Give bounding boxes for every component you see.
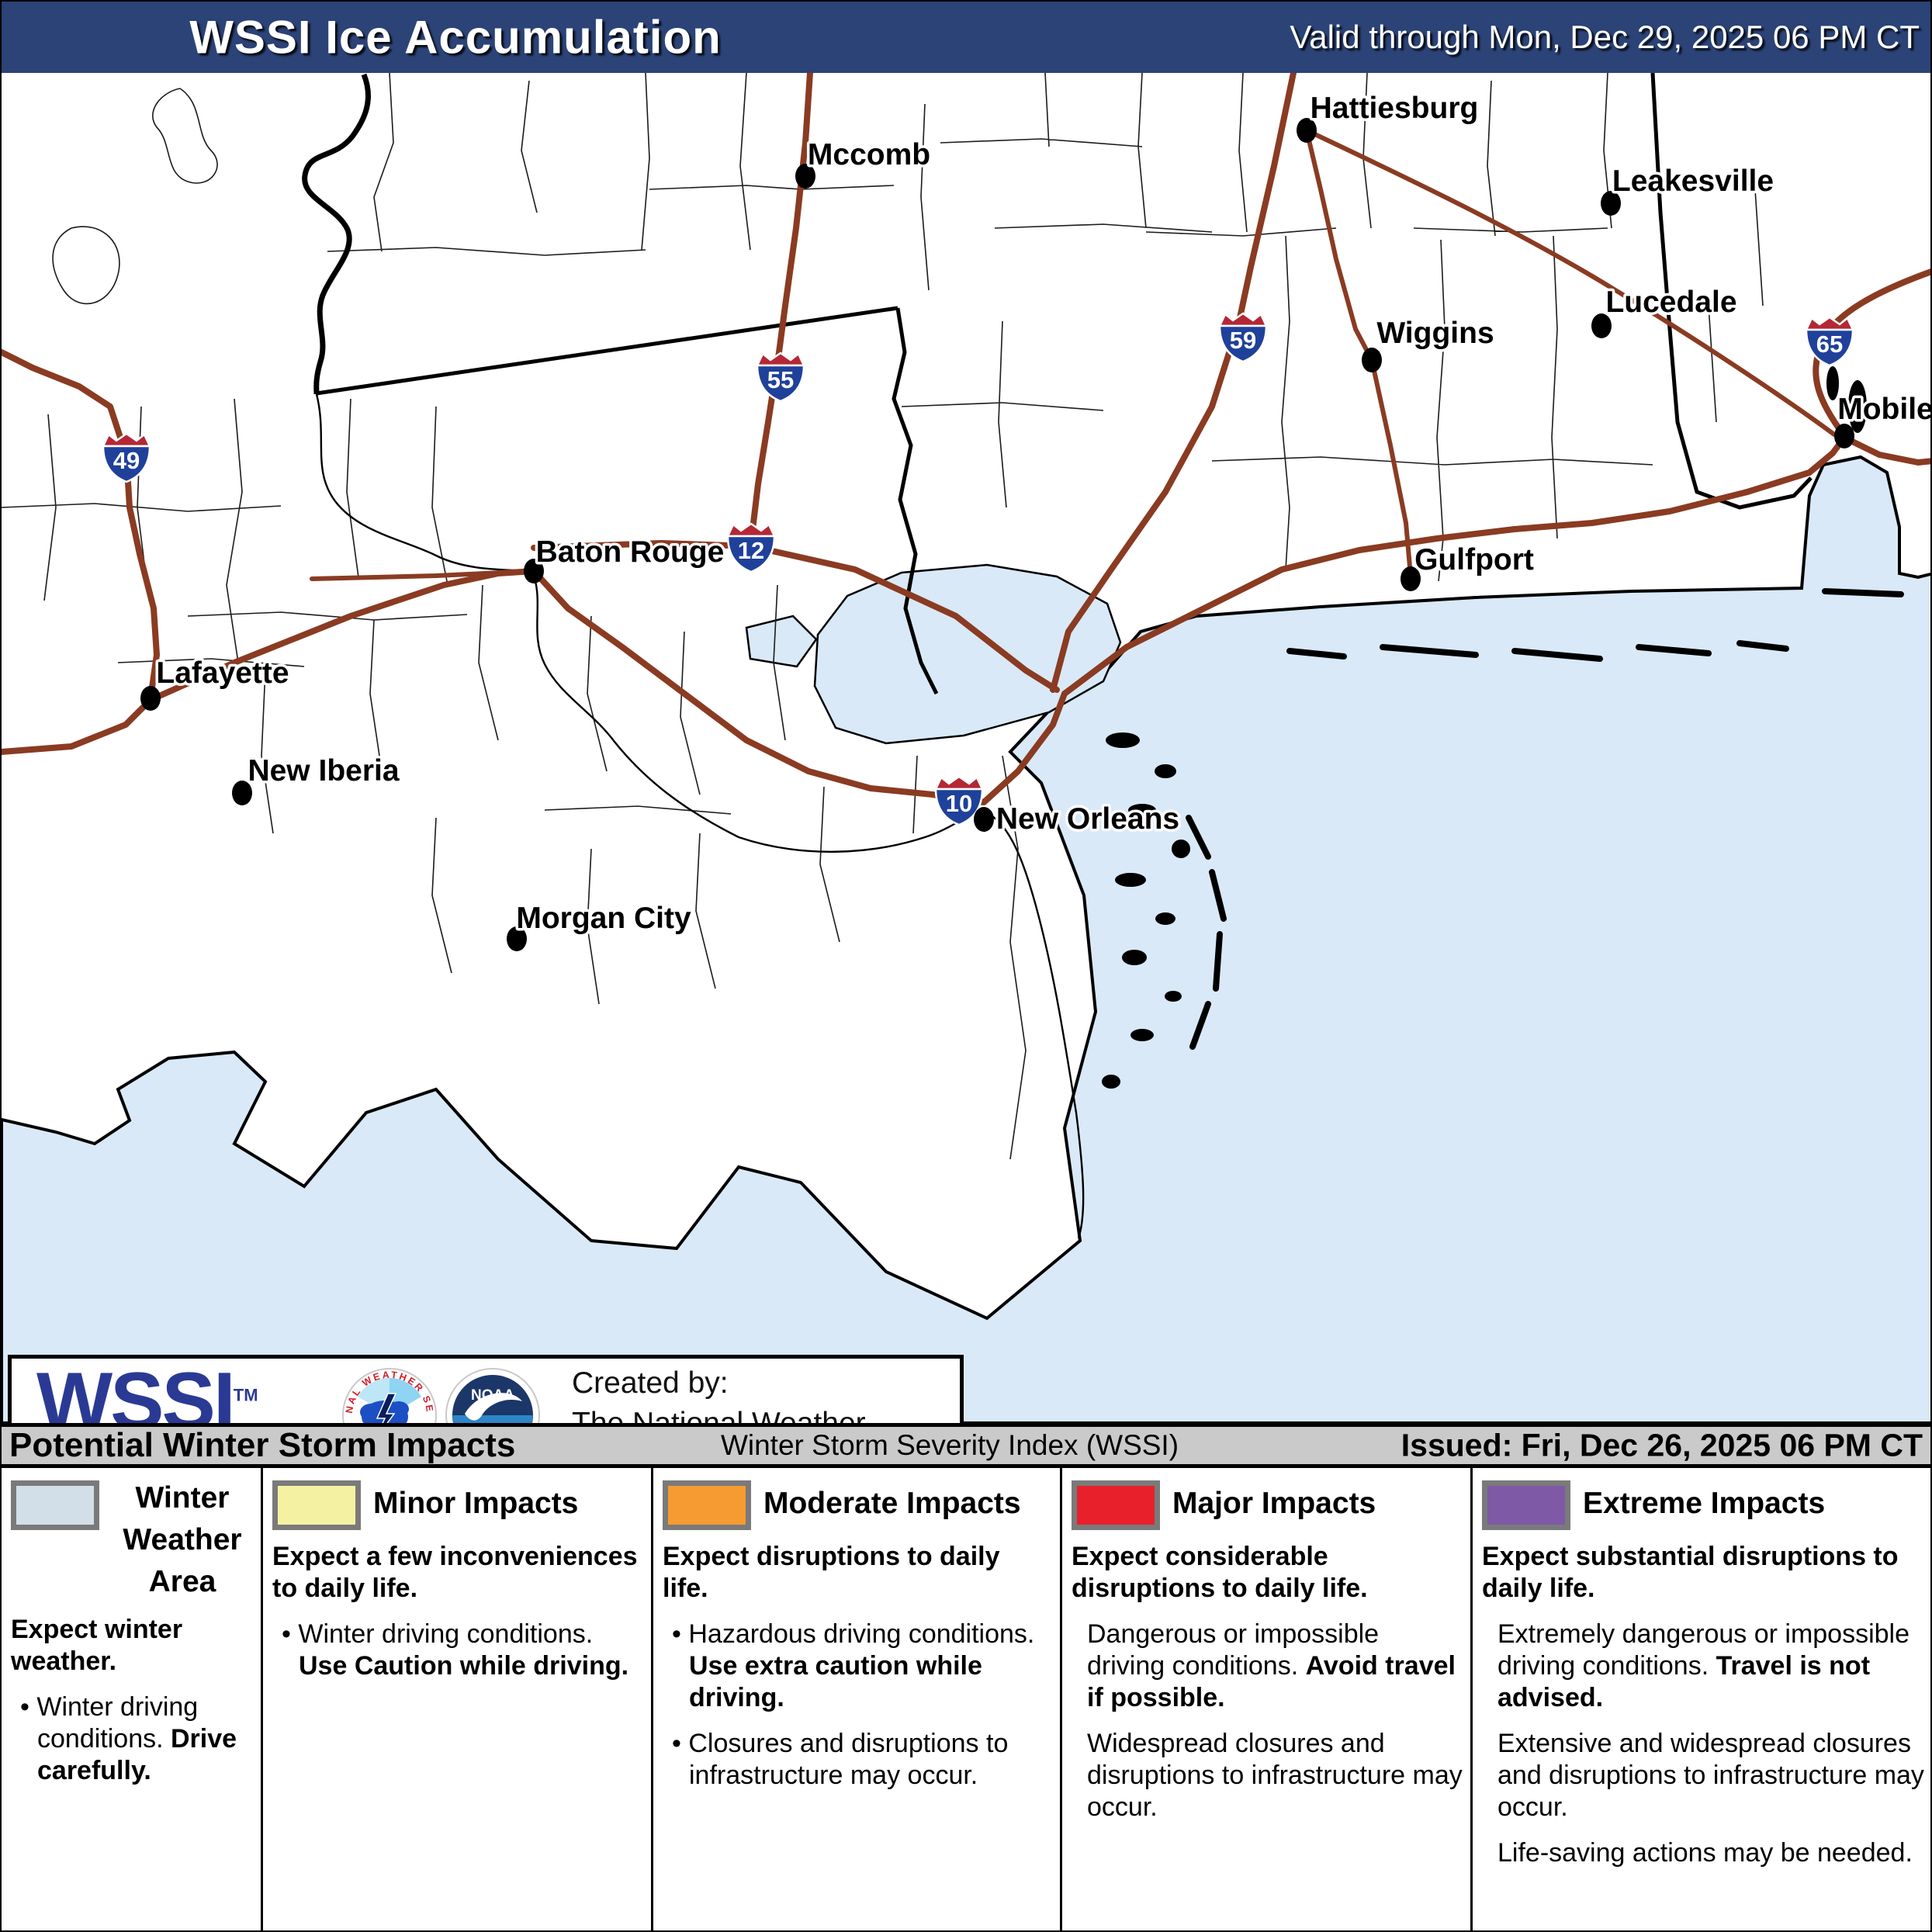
legend-column-extreme-impacts: Extreme Impacts Expect substantial disrup… xyxy=(1473,1468,1930,1930)
interstate-shield-65: 65 xyxy=(1805,316,1854,367)
gulf-of-mexico-water xyxy=(2,455,1930,1423)
svg-text:New Iberia: New Iberia xyxy=(248,754,399,788)
state-line-pearl-river xyxy=(892,307,939,695)
noaa-text: NOAA xyxy=(471,1387,514,1404)
header-bar: WSSI Ice Accumulation Valid through Mon,… xyxy=(2,2,1930,73)
road-i12 xyxy=(531,540,1060,693)
issued-bar: Potential Winter Storm Impacts Winter St… xyxy=(2,1423,1930,1468)
impacts-legend: Winter Weather Area Expect winter weather… xyxy=(2,1468,1930,1930)
trademark-symbol: TM xyxy=(233,1385,258,1405)
interstate-roads xyxy=(2,73,1930,805)
svg-text:Lucedale: Lucedale xyxy=(1605,286,1736,319)
legend-paragraph: Life-saving actions may be needed. xyxy=(1497,1838,1913,1868)
legend-paragraph: Winter driving conditions. Use Caution w… xyxy=(272,1619,643,1682)
svg-text:Lafayette: Lafayette xyxy=(156,656,289,690)
page-title: WSSI Ice Accumulation xyxy=(189,11,722,64)
city-marker-new-iberia: New Iberia xyxy=(232,752,402,805)
city-marker-mccomb: Mccomb xyxy=(795,136,933,189)
legend-paragraph: Widespread closures and disruptions to i… xyxy=(1087,1729,1463,1822)
legend-title: Extreme Impacts xyxy=(1583,1487,1826,1520)
svg-text:Morgan City: Morgan City xyxy=(516,902,691,935)
city-marker-layer: Mccomb Hattiesburg Leakesville Lucedale … xyxy=(140,89,1932,951)
legend-paragraph: Dangerous or impossible driving conditio… xyxy=(1087,1619,1456,1712)
svg-text:Mccomb: Mccomb xyxy=(808,138,930,171)
svg-text:Mobile: Mobile xyxy=(1837,393,1932,426)
city-marker-leakesville: Leakesville xyxy=(1601,162,1777,216)
lake-maurepas xyxy=(745,615,818,668)
barrier-islands xyxy=(1186,588,1904,1050)
legend-paragraph: Hazardous driving conditions. Use extra … xyxy=(663,1619,1052,1714)
svg-text:65: 65 xyxy=(1816,331,1843,358)
road-i55 xyxy=(748,73,813,545)
legend-column-minor-impacts: Minor Impacts Expect a few inconveniences… xyxy=(263,1468,653,1930)
svg-text:Leakesville: Leakesville xyxy=(1612,164,1774,198)
svg-text:Hattiesburg: Hattiesburg xyxy=(1311,92,1479,125)
potential-impacts-label: Potential Winter Storm Impacts xyxy=(9,1426,516,1464)
road-us190 xyxy=(310,569,536,581)
legend-column-major-impacts: Major Impacts Expect considerable disrupt… xyxy=(1062,1468,1473,1930)
city-marker-baton-rouge: Baton Rouge xyxy=(524,533,727,583)
wssi-index-label: Winter Storm Severity Index (WSSI) xyxy=(720,1429,1179,1461)
svg-text:49: 49 xyxy=(113,447,140,474)
svg-text:New Orleans: New Orleans xyxy=(996,802,1179,836)
city-marker-morgan-city: Morgan City xyxy=(507,899,694,951)
svg-text:59: 59 xyxy=(1230,327,1256,354)
legend-title: Major Impacts xyxy=(1172,1487,1376,1520)
road-i49 xyxy=(2,349,160,701)
state-line-ms-al xyxy=(1650,73,1813,510)
legend-column-winter-weather-area: Winter Weather Area Expect winter weather… xyxy=(2,1468,263,1930)
interstate-shield-layer: 49 55 59 12 10 65 xyxy=(102,312,1854,826)
legend-paragraph: Extensive and widespread closures and di… xyxy=(1497,1729,1924,1822)
mississippi-river-lower xyxy=(315,393,1085,1239)
legend-swatch xyxy=(1072,1480,1160,1530)
issued-timestamp: Issued: Fri, Dec 26, 2025 06 PM CT xyxy=(1401,1427,1923,1463)
road-i10-east xyxy=(1061,435,1930,697)
svg-text:12: 12 xyxy=(738,537,764,564)
interstate-shield-10: 10 xyxy=(934,775,984,826)
svg-text:Wiggins: Wiggins xyxy=(1376,317,1494,350)
valid-through-text: Valid through Mon, Dec 29, 2025 06 PM CT xyxy=(1290,19,1920,55)
state-line-la-ms xyxy=(316,306,898,396)
legend-paragraph: Extremely dangerous or impossible drivin… xyxy=(1497,1619,1910,1712)
map-svg: 49 55 59 12 10 65 Mccomb Hattiesburg Lea… xyxy=(2,73,1932,1423)
legend-paragraph: Expect substantial disruptions to daily … xyxy=(1482,1542,1899,1603)
legend-paragraph: Closures and disruptions to infrastructu… xyxy=(663,1728,1052,1792)
legend-paragraph: Expect considerable disruptions to daily… xyxy=(1072,1542,1368,1603)
interstate-shield-12: 12 xyxy=(726,522,776,573)
interstate-shield-55: 55 xyxy=(756,351,805,403)
city-marker-lafayette: Lafayette xyxy=(140,654,292,711)
svg-text:55: 55 xyxy=(767,366,794,393)
legend-title: Moderate Impacts xyxy=(763,1487,1021,1520)
road-us49 xyxy=(1304,128,1413,578)
city-marker-gulfport: Gulfport xyxy=(1401,541,1536,591)
legend-paragraph: Expect winter weather. xyxy=(11,1615,183,1676)
legend-title: Winter Weather Area xyxy=(123,1481,242,1598)
legend-paragraph: Expect a few inconveniences to daily lif… xyxy=(272,1542,638,1603)
svg-text:10: 10 xyxy=(946,790,972,817)
city-marker-lucedale: Lucedale xyxy=(1591,283,1740,338)
interstate-shield-49: 49 xyxy=(102,432,151,483)
mississippi-river-upper xyxy=(302,73,372,395)
road-i59 xyxy=(1050,73,1297,693)
legend-title: Minor Impacts xyxy=(373,1487,579,1520)
legend-paragraph: Winter driving conditions. Drive careful… xyxy=(11,1691,253,1787)
legend-column-moderate-impacts: Moderate Impacts Expect disruptions to da… xyxy=(653,1468,1062,1930)
legend-paragraph: Expect disruptions to daily life. xyxy=(663,1542,1000,1603)
legend-swatch xyxy=(11,1480,99,1530)
city-marker-new-orleans: New Orleans xyxy=(974,800,1182,839)
svg-text:Gulfport: Gulfport xyxy=(1414,543,1534,576)
legend-swatch xyxy=(272,1480,361,1530)
legend-swatch xyxy=(663,1480,751,1530)
coastal-marsh xyxy=(1102,366,1867,1089)
interstate-shield-59: 59 xyxy=(1218,312,1268,363)
city-marker-mobile: Mobile xyxy=(1834,390,1932,448)
svg-text:Baton Rouge: Baton Rouge xyxy=(536,535,725,569)
legend-swatch xyxy=(1482,1480,1570,1530)
road-us98 xyxy=(1304,128,1837,437)
map-area: 49 55 59 12 10 65 Mccomb Hattiesburg Lea… xyxy=(2,73,1932,1521)
city-marker-wiggins: Wiggins xyxy=(1362,314,1497,372)
city-marker-hattiesburg: Hattiesburg xyxy=(1297,89,1481,143)
